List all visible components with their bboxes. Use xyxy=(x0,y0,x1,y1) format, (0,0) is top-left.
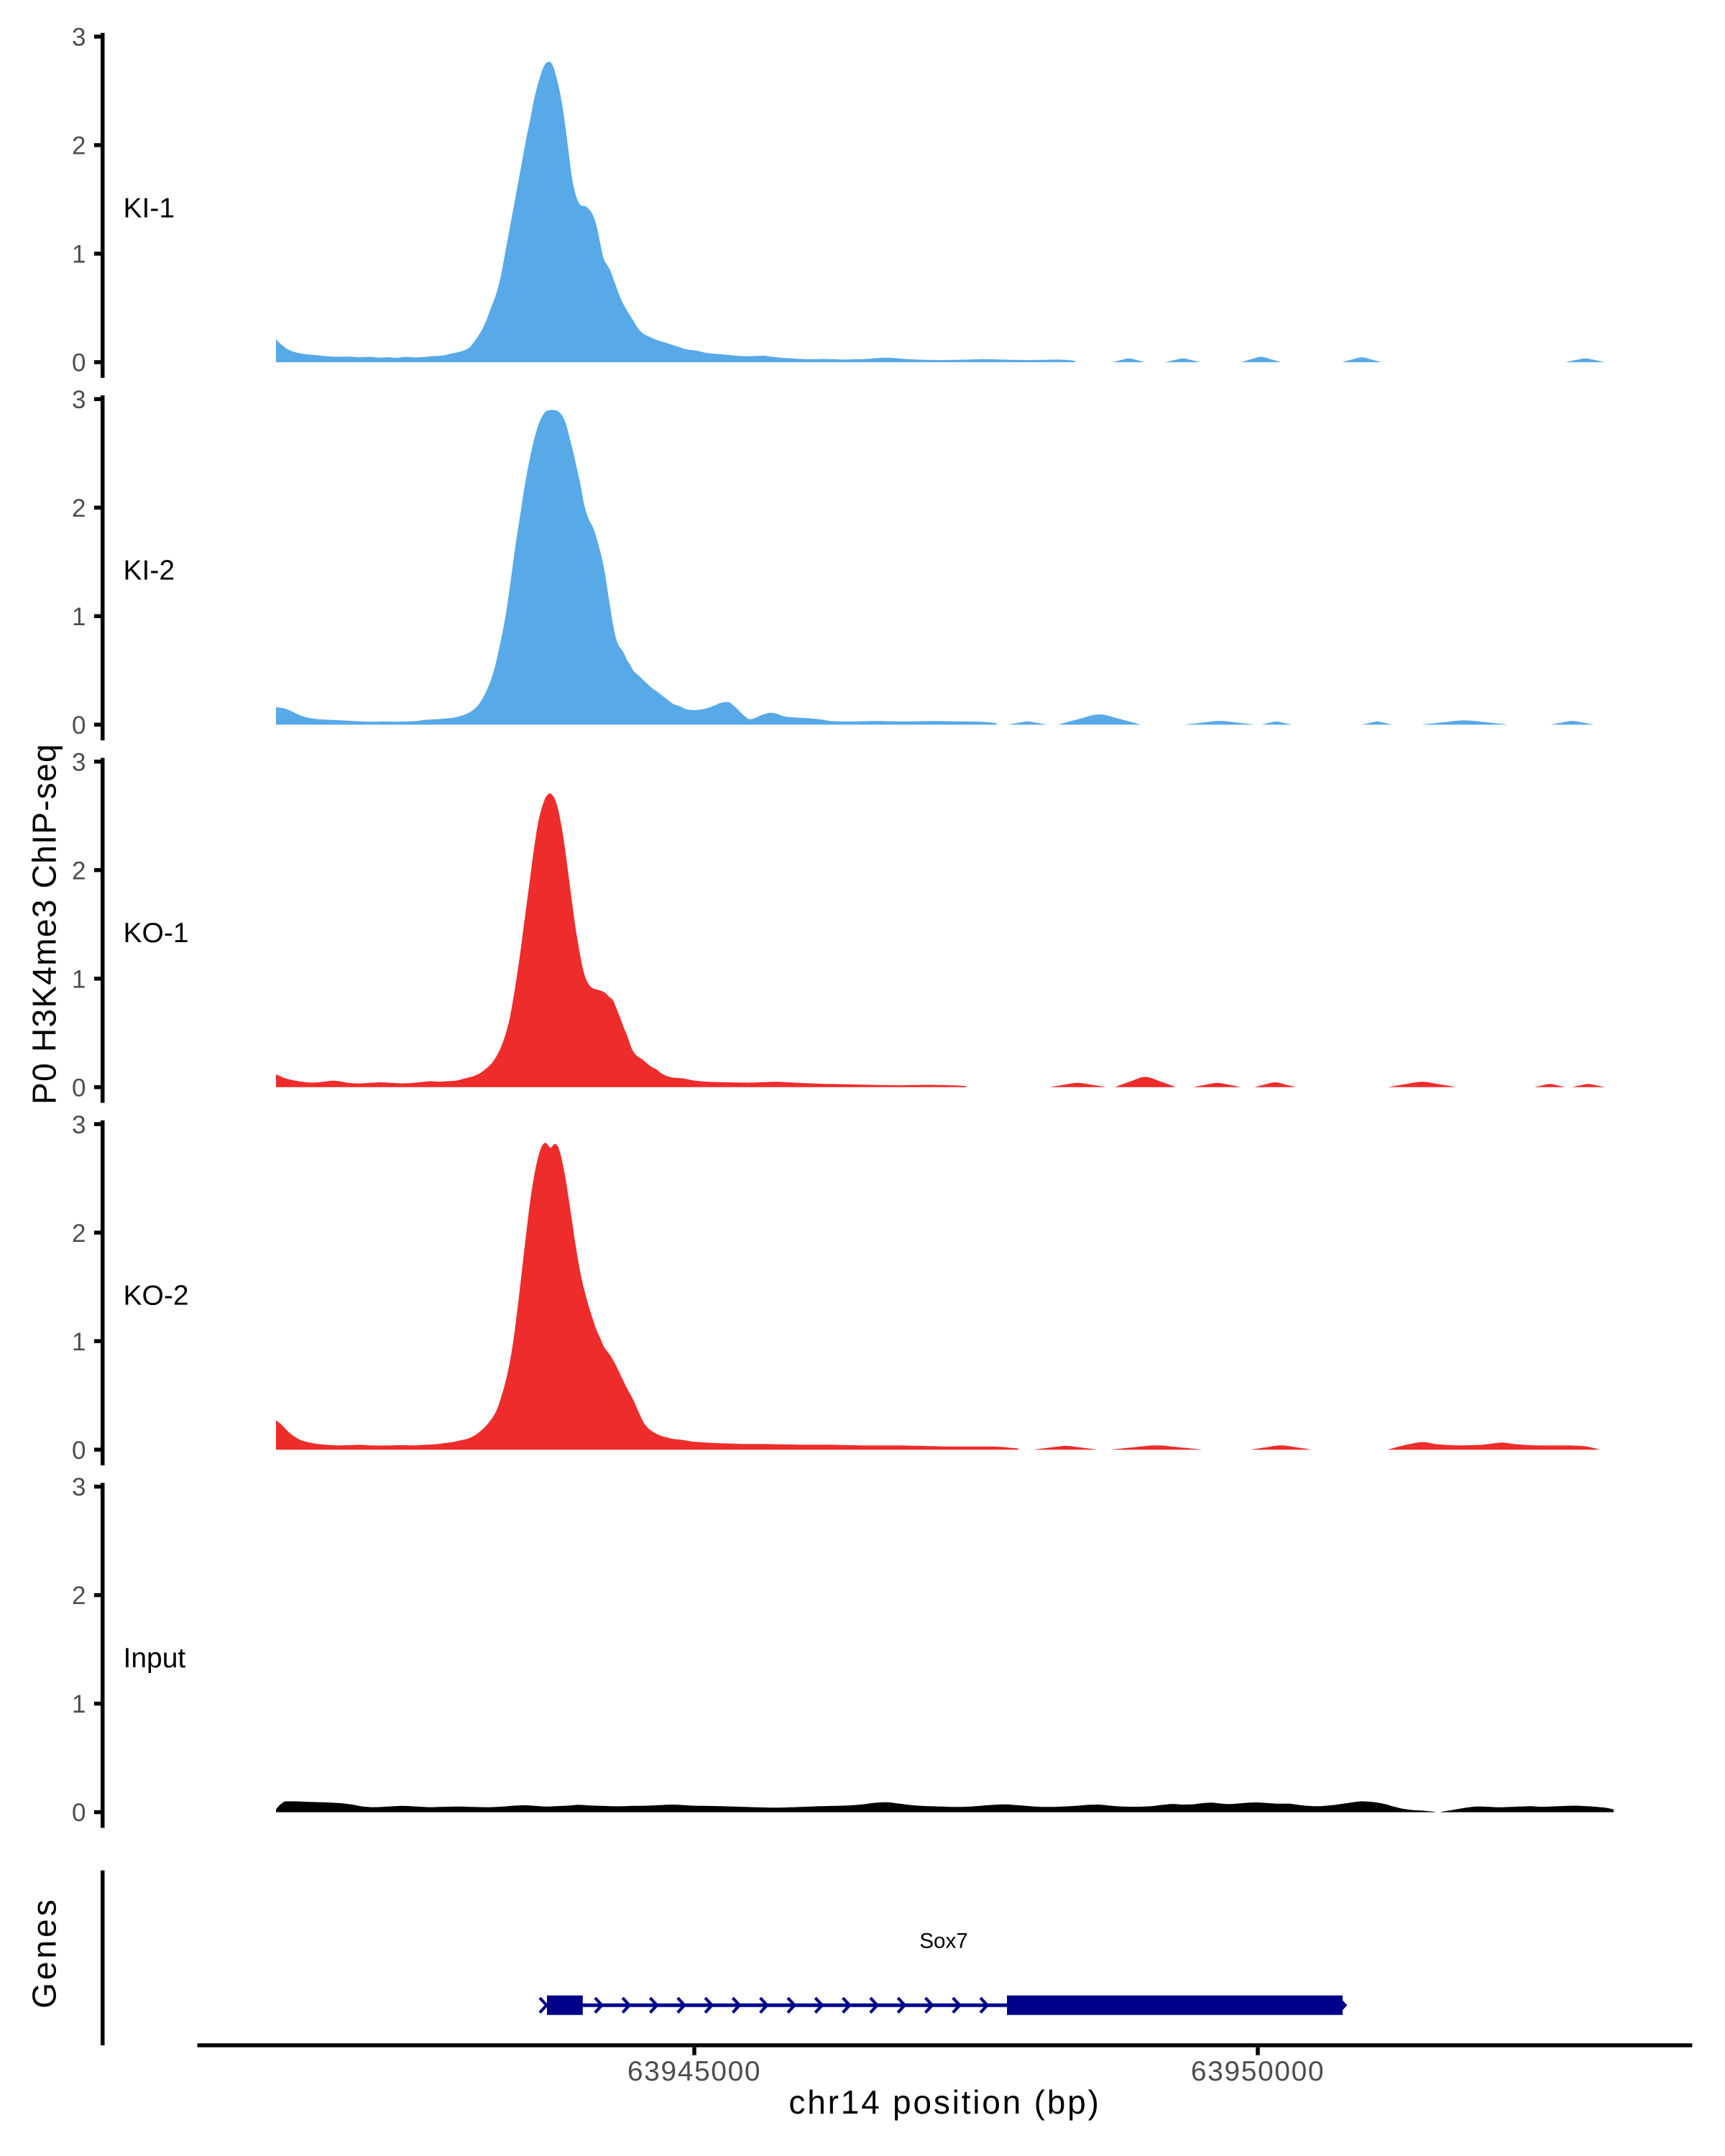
svg-text:63950000: 63950000 xyxy=(1191,2056,1325,2087)
svg-text:KI-2: KI-2 xyxy=(124,556,175,586)
svg-text:1: 1 xyxy=(72,241,86,269)
svg-text:2: 2 xyxy=(72,494,86,522)
svg-text:1: 1 xyxy=(72,1328,86,1356)
svg-text:1: 1 xyxy=(72,603,86,631)
svg-text:3: 3 xyxy=(72,1111,86,1139)
svg-text:3: 3 xyxy=(72,1473,86,1501)
svg-text:2: 2 xyxy=(72,1220,86,1248)
svg-text:0: 0 xyxy=(72,1074,86,1102)
svg-text:1: 1 xyxy=(72,1690,86,1718)
svg-text:P0 H3K4me3 ChIP-seq: P0 H3K4me3 ChIP-seq xyxy=(26,743,63,1105)
svg-text:1: 1 xyxy=(72,965,86,993)
svg-text:Genes: Genes xyxy=(26,1897,63,2009)
svg-text:KO-2: KO-2 xyxy=(124,1281,189,1312)
svg-text:0: 0 xyxy=(72,711,86,740)
svg-text:Sox7: Sox7 xyxy=(919,1930,967,1953)
svg-text:KO-1: KO-1 xyxy=(124,918,189,949)
svg-text:0: 0 xyxy=(72,349,86,377)
svg-text:2: 2 xyxy=(72,132,86,160)
svg-text:KI-1: KI-1 xyxy=(124,193,175,224)
svg-text:3: 3 xyxy=(72,748,86,776)
svg-text:Input: Input xyxy=(124,1643,186,1674)
svg-text:0: 0 xyxy=(72,1437,86,1465)
svg-text:3: 3 xyxy=(72,386,86,414)
svg-text:2: 2 xyxy=(72,1582,86,1610)
svg-text:63945000: 63945000 xyxy=(627,2056,761,2087)
svg-text:3: 3 xyxy=(72,24,86,52)
svg-text:0: 0 xyxy=(72,1799,86,1827)
svg-text:2: 2 xyxy=(72,857,86,885)
svg-text:chr14 position (bp): chr14 position (bp) xyxy=(788,2083,1100,2121)
